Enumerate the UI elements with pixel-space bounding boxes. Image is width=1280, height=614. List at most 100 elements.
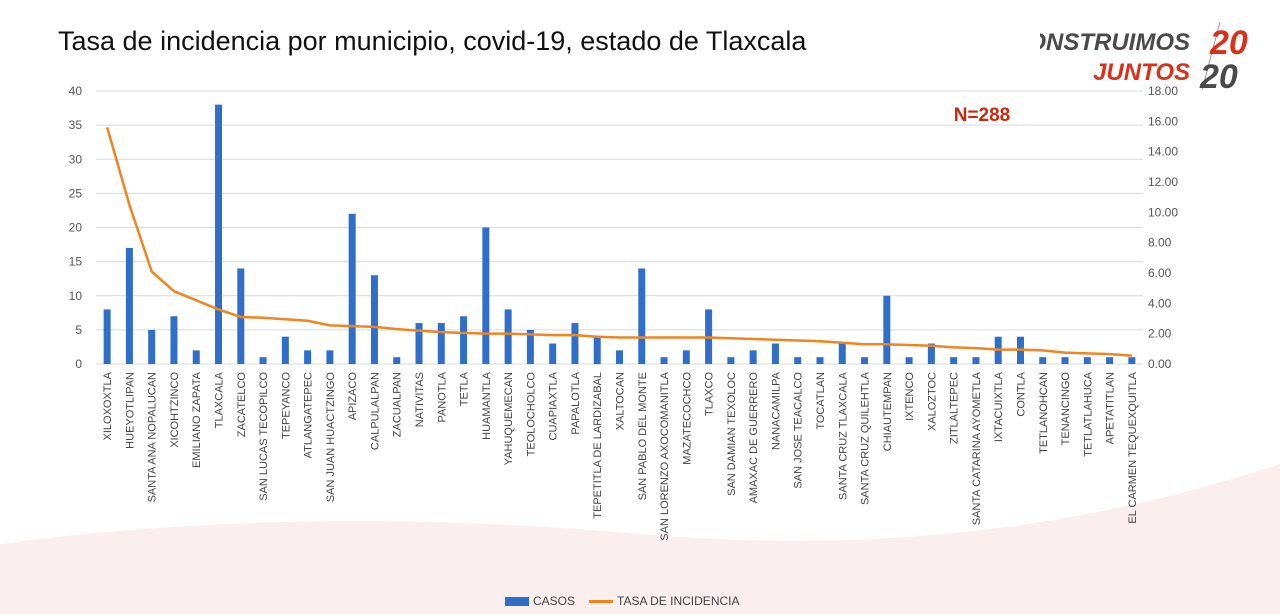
legend: CASOS TASA DE INCIDENCIA xyxy=(505,594,739,608)
category-label: SANTA CATARINA AYOMETLA xyxy=(971,371,983,525)
bar-casos xyxy=(905,357,913,364)
bar-casos xyxy=(1128,357,1136,364)
category-label: TEPEYANCO xyxy=(280,372,292,439)
category-label: XALOZTOC xyxy=(926,372,938,431)
right-tick-label: 4.00 xyxy=(1148,296,1172,310)
right-tick-label: 6.00 xyxy=(1148,266,1172,280)
right-tick-label: 18.00 xyxy=(1148,84,1178,98)
legend-casos: CASOS xyxy=(505,594,575,608)
page-title: Tasa de incidencia por municipio, covid-… xyxy=(58,26,807,56)
bar-casos xyxy=(972,357,980,364)
background-wave xyxy=(0,464,1280,614)
bar-casos xyxy=(571,323,579,364)
category-label: CHIAUTEMPAN xyxy=(882,372,894,451)
category-label: MAZATECOCHCO xyxy=(681,372,693,465)
bar-casos xyxy=(1106,357,1114,364)
category-label: SAN LUCAS TECOPILCO xyxy=(258,372,270,501)
bar-casos xyxy=(838,343,846,364)
bar-casos xyxy=(660,357,668,364)
bar-casos xyxy=(883,295,891,364)
category-label: TOCATLAN xyxy=(815,372,827,430)
bar-casos xyxy=(304,350,312,364)
bar-casos xyxy=(616,350,623,364)
left-tick-label: 35 xyxy=(69,118,83,132)
bar-casos xyxy=(1039,357,1047,364)
category-label: SAN LORENZO AXOCOMANITLA xyxy=(659,371,671,540)
left-tick-label: 10 xyxy=(69,289,83,303)
category-label: AMAXAC DE GUERRERO xyxy=(748,372,760,504)
left-tick-label: 30 xyxy=(69,152,83,166)
category-label: TLAXCO xyxy=(704,372,716,416)
bar-casos xyxy=(638,268,646,364)
category-label: PANOTLA xyxy=(436,371,448,422)
bar-casos xyxy=(460,316,468,364)
category-label: PAPALOTLA xyxy=(570,371,582,434)
svg-text:CONSTRUIMOS: CONSTRUIMOS xyxy=(1040,29,1190,56)
svg-text:20: 20 xyxy=(1199,58,1238,94)
category-label: SAN JUAN HUACTZINGO xyxy=(325,372,337,503)
bar-casos xyxy=(192,350,200,364)
category-label: SAN PABLO DEL MONTE xyxy=(637,372,649,500)
bar-casos xyxy=(482,227,490,364)
left-tick-label: 20 xyxy=(69,221,83,235)
bar-casos xyxy=(549,343,557,364)
bar-casos xyxy=(950,357,958,364)
bar-casos xyxy=(771,343,779,364)
bar-casos xyxy=(1061,357,1069,364)
category-label: XILOXOXTLA xyxy=(102,371,114,440)
category-label: TEOLOCHOLCO xyxy=(525,372,537,457)
category-label: CALPULALPAN xyxy=(369,372,381,450)
bar-casos xyxy=(861,357,869,364)
category-label: CUAPIAXTLA xyxy=(548,371,560,440)
left-tick-label: 25 xyxy=(69,186,83,200)
category-label: EMILIANO ZAPATA xyxy=(191,371,203,468)
category-label: SANTA CRUZ QUILEHTLA xyxy=(860,371,872,505)
left-tick-label: 5 xyxy=(75,323,82,337)
right-tick-label: 14.00 xyxy=(1148,145,1178,159)
bar-casos xyxy=(682,350,690,364)
bar-casos xyxy=(281,336,289,364)
bar-casos xyxy=(1083,357,1091,364)
category-label: ZACUALPAN xyxy=(392,372,404,437)
category-label: SANTA CRUZ TLAXCALA xyxy=(837,371,849,500)
bar-casos xyxy=(504,309,512,364)
category-label: NATIVITAS xyxy=(414,372,426,427)
category-label: EL CARMEN TEQUEXQUITLA xyxy=(1127,371,1139,523)
category-label: IXTENCO xyxy=(904,372,916,421)
legend-tasa: TASA DE INCIDENCIA xyxy=(589,594,739,608)
bar-casos xyxy=(727,357,735,364)
bar-casos xyxy=(393,357,401,364)
bar-casos xyxy=(927,343,935,364)
bar-casos xyxy=(593,336,601,364)
bar-casos xyxy=(215,104,223,365)
right-tick-label: 2.00 xyxy=(1148,327,1172,341)
category-label: HUEYOTLIPAN xyxy=(124,372,136,449)
category-label: SANTA ANA NOPALUCAN xyxy=(147,372,159,502)
bar-casos xyxy=(148,329,156,364)
right-tick-label: 12.00 xyxy=(1148,175,1178,189)
category-label: ZITLALTEPEC xyxy=(949,372,961,444)
bar-casos xyxy=(125,247,133,364)
bar-casos xyxy=(103,309,111,364)
construimos-juntos-logo: CONSTRUIMOS JUNTOS 20 20 xyxy=(1040,21,1248,94)
category-label: APETATITLAN xyxy=(1105,372,1117,444)
category-label: TLAXCALA xyxy=(214,371,226,428)
right-tick-label: 10.00 xyxy=(1148,205,1178,219)
n-annotation: N=288 xyxy=(954,105,1011,126)
right-tick-label: 0.00 xyxy=(1148,357,1172,371)
category-label: CONTLA xyxy=(1015,371,1027,416)
category-label: TETLATLAHUCA xyxy=(1082,371,1094,456)
category-label: TEPETITLA DE LARDIZABAL xyxy=(592,372,604,519)
category-label: YAHUQUEMECAN xyxy=(503,372,515,465)
left-tick-label: 0 xyxy=(75,357,82,371)
category-label: TETLANOHCAN xyxy=(1038,372,1050,454)
bar-casos xyxy=(415,323,423,364)
left-tick-label: 40 xyxy=(69,84,83,98)
svg-text:20: 20 xyxy=(1209,24,1248,62)
bar-casos xyxy=(170,316,178,364)
category-label: XICOHTZINCO xyxy=(169,372,181,448)
bar-casos xyxy=(348,213,356,364)
bar-casos xyxy=(326,350,334,364)
category-label: SAN JOSE TEACALCO xyxy=(793,372,805,489)
